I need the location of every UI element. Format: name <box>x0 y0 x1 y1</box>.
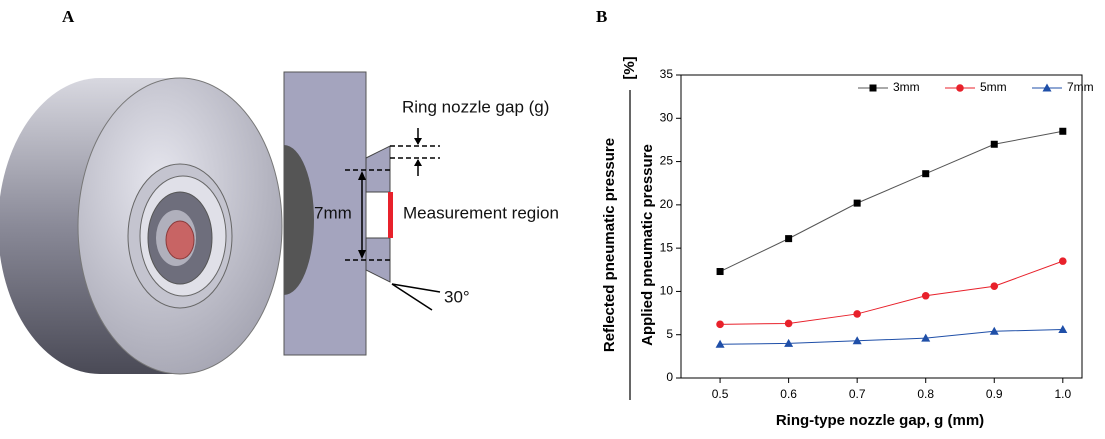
x-axis-label: Ring-type nozzle gap, g (mm) <box>776 412 984 429</box>
y-tick-label: 20 <box>660 197 674 211</box>
x-tick-label: 0.8 <box>917 387 934 401</box>
series-line <box>720 260 1063 325</box>
chart: [%] Reflected pneumatic pressure Applied… <box>601 56 1083 429</box>
data-point <box>784 338 794 347</box>
x-tick-label: 1.0 <box>1054 387 1071 401</box>
data-point <box>853 199 861 207</box>
plot-frame <box>680 74 1083 379</box>
legend-marker <box>956 84 964 92</box>
disk-illustration <box>0 77 283 375</box>
y-axis-label: Applied pneumatic pressure <box>639 144 656 346</box>
data-point <box>989 326 999 335</box>
legend-label: 3mm <box>893 80 920 94</box>
data-point <box>852 336 862 345</box>
x-tick-label: 0.7 <box>849 387 866 401</box>
y-tick-label: 15 <box>660 240 674 254</box>
legend-label: 7mm <box>1067 80 1094 94</box>
data-point <box>853 310 861 318</box>
data-point <box>715 339 725 348</box>
legend-marker <box>869 84 877 92</box>
y-tick-label: 25 <box>660 154 674 168</box>
data-point <box>990 140 998 148</box>
panel-label: B <box>596 7 607 26</box>
x-tick-label: 0.9 <box>986 387 1003 401</box>
y-tick-label: 30 <box>660 110 674 124</box>
y-axis-label: Reflected pneumatic pressure <box>601 138 618 352</box>
legend-marker <box>1042 83 1052 92</box>
data-point <box>990 282 999 291</box>
data-point <box>785 235 793 243</box>
annotation: Ring nozzle gap (g) <box>402 97 549 116</box>
series-line <box>719 130 1063 272</box>
data-point <box>1058 325 1068 334</box>
data-point <box>784 319 793 328</box>
panel-label: A <box>62 7 75 26</box>
x-tick-label: 0.6 <box>780 387 797 401</box>
series-line <box>720 329 1063 345</box>
data-point <box>1059 257 1067 265</box>
cross-section <box>283 71 441 356</box>
y-axis-unit: [%] <box>621 56 638 79</box>
data-point <box>716 320 724 329</box>
legend-label: 5mm <box>980 80 1007 94</box>
y-tick-label: 10 <box>660 284 674 298</box>
data-point <box>716 268 724 276</box>
data-point <box>921 291 930 300</box>
annotation: 30° <box>444 287 470 306</box>
data-point <box>922 170 930 178</box>
x-tick-label: 0.5 <box>712 387 729 401</box>
y-tick-label: 35 <box>660 67 674 81</box>
y-tick-label: 0 <box>666 370 673 384</box>
data-point <box>921 333 931 342</box>
y-tick-label: 5 <box>666 327 673 341</box>
annotation: 7mm <box>314 203 352 222</box>
annotation: Measurement region <box>403 203 559 222</box>
data-point <box>1059 127 1067 135</box>
